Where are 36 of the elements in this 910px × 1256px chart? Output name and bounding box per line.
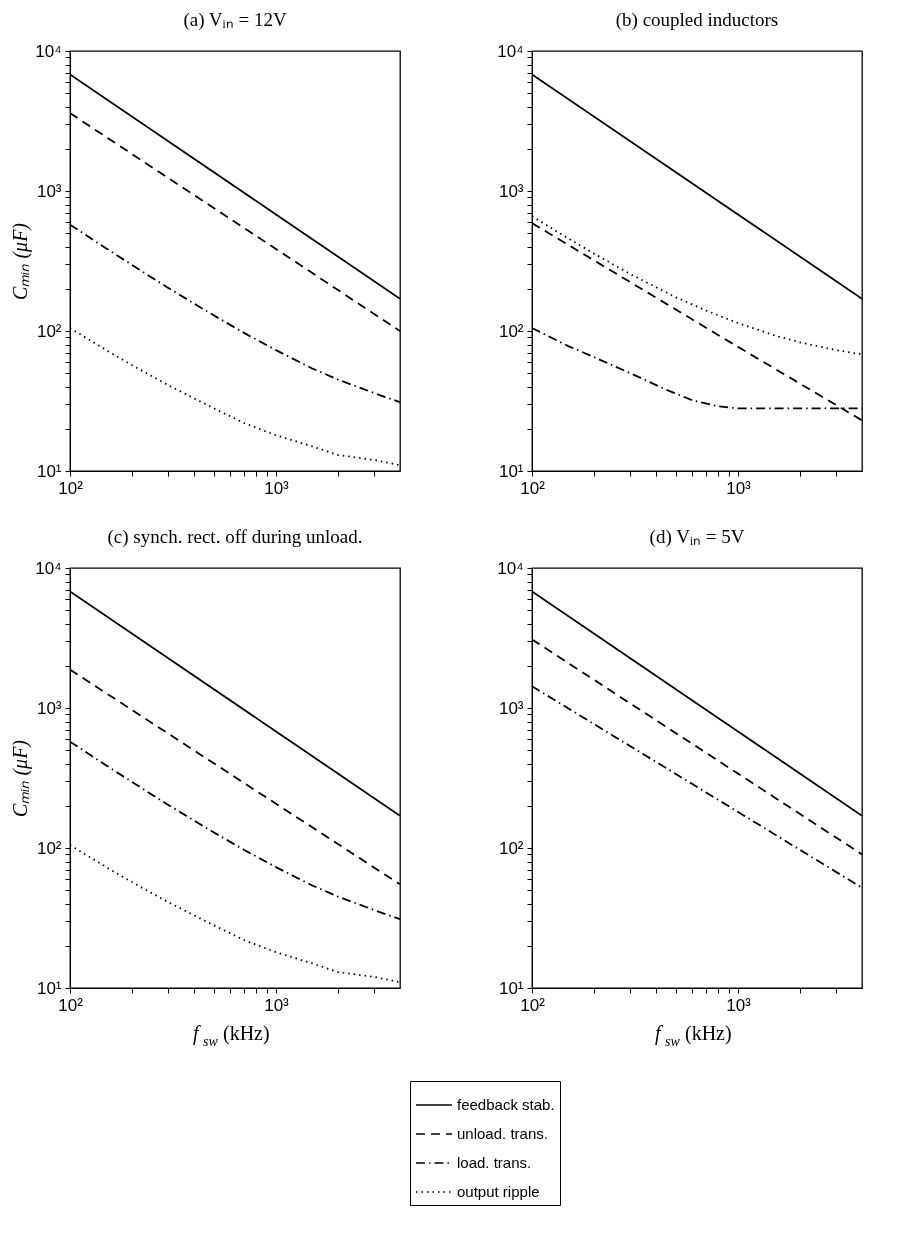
x-tick-label: 10³ [726,478,752,498]
y-tick-label: 10² [498,321,524,341]
legend-label: load. trans. [457,1154,532,1171]
x-tick-label: 10² [58,478,84,498]
y-tick-label: 10¹ [498,461,524,481]
x-tick-label: 10² [520,995,546,1015]
y-tick-label: 10¹ [36,978,62,998]
y-tick-label: 10² [498,838,524,858]
legend-label: unload. trans. [457,1125,548,1142]
chart-title: (d) Vᵢₙ = 5V [649,526,745,548]
x-axis-title: fsw (kHz) [193,1022,270,1049]
y-tick-label: 10³ [36,181,62,201]
y-tick-label: 10⁴ [497,558,524,578]
x-tick-label: 10³ [264,478,290,498]
y-tick-label: 10⁴ [35,41,62,61]
y-tick-label: 10² [36,838,62,858]
x-tick-label: 10³ [264,995,290,1015]
y-tick-label: 10³ [498,181,524,201]
y-tick-label: 10⁴ [497,41,524,61]
legend-label: output ripple [457,1183,540,1200]
y-axis-title: Cₘᵢₙ (μF) [9,222,33,301]
chart-title: (c) synch. rect. off during unload. [107,526,363,548]
y-tick-label: 10² [36,321,62,341]
x-axis-title: fsw (kHz) [655,1022,732,1049]
y-tick-label: 10¹ [36,461,62,481]
y-tick-label: 10³ [498,698,524,718]
legend-label: feedback stab. [457,1096,555,1113]
y-tick-label: 10¹ [498,978,524,998]
x-tick-label: 10³ [726,995,752,1015]
chart-title: (a) Vᵢₙ = 12V [183,9,287,31]
y-tick-label: 10³ [36,698,62,718]
x-tick-label: 10² [520,478,546,498]
y-tick-label: 10⁴ [35,558,62,578]
chart-title: (b) coupled inductors [615,9,779,31]
x-tick-label: 10² [58,995,84,1015]
y-axis-title: Cₘᵢₙ (μF) [9,739,33,818]
